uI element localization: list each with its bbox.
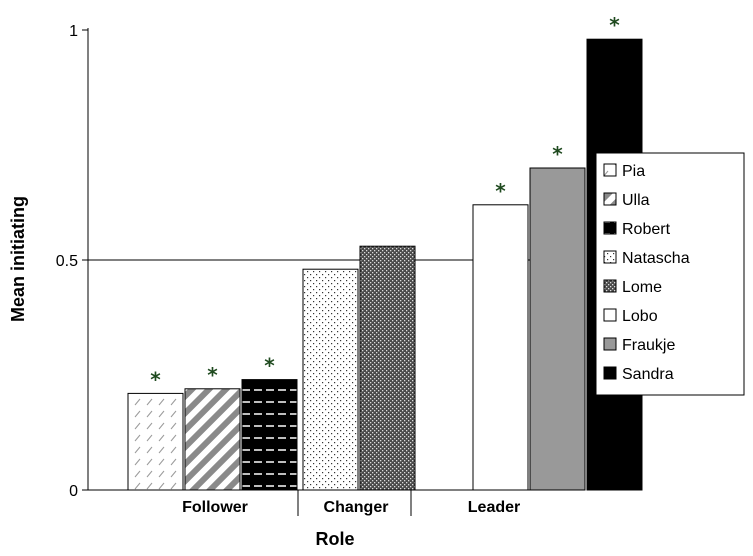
y-axis-title: Mean initiating — [8, 196, 28, 322]
significance-star: * — [609, 13, 620, 37]
legend-swatch-pia — [603, 163, 617, 177]
bars — [127, 38, 643, 491]
significance-markers: * * * * * * — [150, 13, 620, 391]
group-label-follower: Follower — [182, 499, 248, 516]
group-labels: Follower Changer Leader — [182, 499, 520, 516]
bar-lobo — [472, 204, 529, 491]
legend: Pia Ulla Robert Natascha Lome Lobo Fraukje Sand… — [595, 152, 745, 396]
legend-swatch-ulla — [603, 192, 617, 206]
bar-fraukje — [529, 167, 586, 491]
legend-label-lome: Lome — [622, 279, 662, 296]
significance-star: * — [150, 367, 161, 391]
significance-star: * — [264, 354, 275, 378]
bar-pia — [127, 392, 184, 491]
legend-label-natascha: Natascha — [622, 250, 690, 267]
legend-label-ulla: Ulla — [622, 192, 650, 209]
significance-star: * — [552, 142, 563, 166]
bar-natascha — [302, 268, 359, 491]
bar-ulla — [184, 388, 241, 491]
legend-swatch-fraukje — [603, 337, 617, 351]
significance-star: * — [207, 363, 218, 387]
legend-swatch-lobo — [603, 308, 617, 322]
bar-lome — [359, 245, 416, 491]
legend-label-robert: Robert — [622, 221, 671, 238]
group-dividers — [297, 490, 412, 516]
legend-box — [595, 152, 745, 396]
y-tick-label: 0 — [69, 483, 78, 500]
legend-label-fraukje: Fraukje — [622, 337, 675, 354]
significance-star: * — [495, 179, 506, 203]
group-label-changer: Changer — [324, 499, 389, 516]
plot-area: 00.51 * * **** Follower Changer Leader — [56, 13, 643, 516]
y-ticks: 00.51 — [56, 23, 88, 500]
legend-label-pia: Pia — [622, 163, 645, 180]
legend-swatch-lome — [603, 279, 617, 293]
bar-robert — [241, 379, 298, 491]
legend-swatch-natascha — [603, 250, 617, 264]
legend-swatch-sandra — [603, 366, 617, 380]
y-tick-label: 0.5 — [56, 253, 78, 270]
y-tick-label: 1 — [69, 23, 78, 40]
group-label-leader: Leader — [468, 499, 520, 516]
legend-label-lobo: Lobo — [622, 308, 658, 325]
legend-swatch-robert — [603, 221, 617, 235]
legend-label-sandra: Sandra — [622, 366, 674, 383]
x-axis-title: Role — [315, 529, 354, 549]
